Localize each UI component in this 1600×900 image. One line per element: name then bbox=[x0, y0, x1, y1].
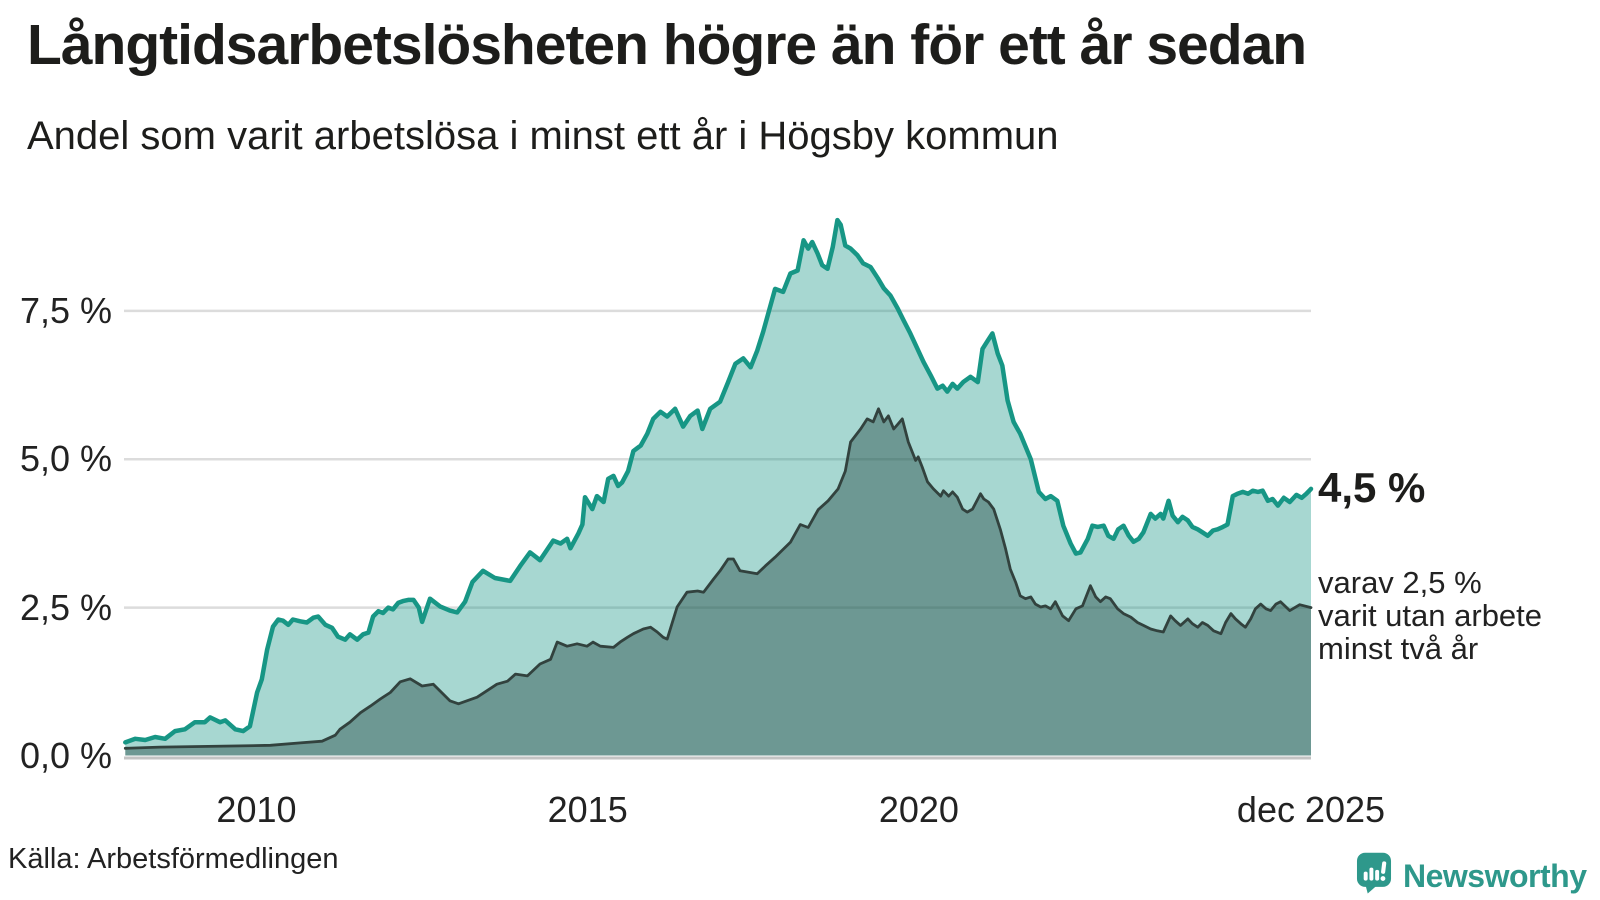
y-axis: 0,0 % 2,5 % 5,0 % 7,5 % bbox=[0, 0, 200, 900]
newsworthy-logo: Newsworthy bbox=[1356, 851, 1587, 895]
area-minst-tva-ar bbox=[125, 408, 1311, 756]
x-axis: 2010 2015 2020 dec 2025 bbox=[0, 789, 1600, 839]
y-tick-label-5,0 %: 5,0 % bbox=[19, 438, 112, 480]
secondary-note-line-2: varit utan arbete bbox=[1318, 598, 1543, 633]
page-title: Långtidsarbetslösheten högre än för ett … bbox=[27, 13, 1307, 77]
line-minst-tva-ar bbox=[123, 407, 1313, 750]
y-tick-label-7,5 %: 7,5 % bbox=[19, 289, 112, 331]
brand-name: Newsworthy bbox=[1403, 858, 1587, 894]
y-tick-label-2,5 %: 2,5 % bbox=[19, 586, 112, 628]
secondary-note-line-3: minst två år bbox=[1318, 631, 1479, 666]
x-tick-label-2010: 2010 bbox=[216, 789, 297, 830]
y-tick-label-0,0 %: 0,0 % bbox=[19, 735, 112, 776]
latest-value-label: 4,5 % bbox=[1318, 464, 1426, 511]
line-minst-ett-ar bbox=[123, 217, 1314, 745]
page-subtitle: Andel som varit arbetslösa i minst ett å… bbox=[27, 114, 1059, 158]
x-tick-label-2020: 2020 bbox=[878, 789, 959, 830]
secondary-series-note: varav 2,5 % varit utan arbete minst två … bbox=[1318, 566, 1542, 665]
source-note: Källa: Arbetsförmedlingen bbox=[8, 843, 339, 875]
newsworthy-bubble-chart-icon bbox=[1356, 852, 1392, 894]
x-tick-label-2015: 2015 bbox=[547, 789, 628, 830]
secondary-note-line-1: varav 2,5 % bbox=[1318, 565, 1482, 600]
x-tick-label-dec 2025: dec 2025 bbox=[1236, 789, 1386, 830]
